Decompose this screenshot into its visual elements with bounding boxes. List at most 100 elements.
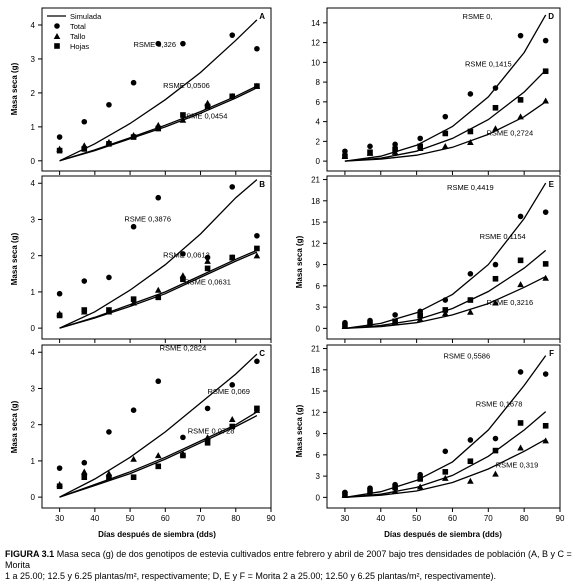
rsme-annotation: RSME 0,2724 bbox=[486, 128, 533, 137]
point-total bbox=[442, 297, 449, 303]
point-hojas bbox=[130, 474, 137, 481]
point-tallo bbox=[154, 286, 162, 293]
point-hojas bbox=[130, 296, 137, 302]
simulated-line-1 bbox=[344, 14, 547, 162]
y-tick-label: 0 bbox=[31, 157, 36, 166]
point-tallo bbox=[130, 299, 137, 306]
point-total bbox=[392, 312, 398, 318]
point-total bbox=[254, 45, 260, 52]
point-total bbox=[130, 79, 137, 86]
point-hojas bbox=[467, 128, 474, 135]
legend-marker-total bbox=[54, 23, 60, 29]
point-total bbox=[56, 290, 63, 297]
y-tick-label: 1 bbox=[31, 288, 36, 297]
simulated-line-2 bbox=[59, 85, 258, 162]
panel-letter: D bbox=[548, 12, 554, 21]
simulated-line-3 bbox=[344, 438, 547, 499]
point-hojas bbox=[467, 458, 474, 465]
x-tick-label: 80 bbox=[520, 514, 529, 523]
x-tick-label: 50 bbox=[412, 514, 421, 523]
point-tallo bbox=[416, 483, 424, 490]
plot-frame bbox=[41, 175, 272, 340]
point-tallo bbox=[253, 252, 261, 259]
point-total bbox=[417, 471, 424, 478]
simulated-line-2 bbox=[59, 249, 258, 329]
point-hojas bbox=[367, 149, 373, 156]
x-tick-label: 70 bbox=[484, 514, 493, 523]
legend-label-tallo: Tallo bbox=[70, 32, 85, 41]
point-total bbox=[229, 382, 236, 388]
y-tick-label: 21 bbox=[311, 176, 320, 185]
rsme-annotation: RSME 0,0728 bbox=[188, 427, 235, 436]
point-total bbox=[155, 40, 162, 47]
point-hojas bbox=[417, 143, 423, 150]
point-total bbox=[155, 194, 162, 201]
x-tick-label: 60 bbox=[161, 514, 170, 523]
y-tick-label: 12 bbox=[311, 408, 320, 417]
point-total bbox=[81, 118, 88, 125]
y-tick-label: 0 bbox=[316, 324, 321, 333]
point-total bbox=[155, 378, 162, 385]
simulated-line-1 bbox=[59, 179, 258, 329]
y-tick-label: 0 bbox=[31, 493, 36, 502]
point-total bbox=[417, 308, 424, 315]
plot-frame bbox=[41, 344, 272, 509]
point-hojas bbox=[342, 322, 348, 329]
y-tick-label: 3 bbox=[31, 55, 36, 64]
simulated-line-3 bbox=[59, 415, 258, 498]
y-tick-label: 6 bbox=[316, 98, 321, 107]
y-tick-label: 2 bbox=[316, 137, 321, 146]
point-total bbox=[106, 429, 112, 435]
y-tick-label: 10 bbox=[311, 58, 320, 67]
point-hojas bbox=[392, 146, 398, 153]
point-total bbox=[492, 261, 499, 268]
point-tallo bbox=[80, 468, 88, 475]
point-hojas bbox=[392, 484, 398, 491]
point-total bbox=[204, 254, 211, 261]
x-tick-label: 90 bbox=[556, 514, 565, 523]
x-tick-label: 80 bbox=[231, 514, 240, 523]
panel-D: D 0 2 4 6 8 10 12 14 RSME 0, RSME 0,1415 RSME 0,27… bbox=[311, 7, 561, 175]
point-total bbox=[467, 91, 474, 97]
y-tick-label: 0 bbox=[316, 157, 321, 166]
y-tick-label: 0 bbox=[316, 493, 321, 502]
y-tick-label: 1 bbox=[31, 123, 36, 132]
point-hojas bbox=[106, 307, 112, 313]
rsme-annotation: RSME 0,319 bbox=[496, 461, 539, 470]
point-hojas bbox=[229, 93, 236, 100]
point-total bbox=[517, 32, 524, 39]
simulated-line-2 bbox=[344, 249, 547, 330]
y-tick-label: 3 bbox=[31, 215, 36, 224]
point-tallo bbox=[179, 116, 187, 123]
point-tallo bbox=[517, 444, 524, 451]
x-tick-label: 50 bbox=[126, 514, 135, 523]
point-total bbox=[130, 223, 137, 230]
point-tallo bbox=[416, 315, 424, 322]
point-total bbox=[229, 184, 236, 190]
plot-frame bbox=[41, 7, 272, 172]
panel-F: F Masa seca (g) 0 3 6 9 12 15 18 21 30 40 50 60 70 80… bbox=[295, 344, 565, 523]
point-tallo bbox=[441, 310, 449, 317]
y-tick-label: 4 bbox=[31, 179, 36, 188]
simulated-line-3 bbox=[59, 87, 258, 162]
point-hojas bbox=[81, 307, 88, 313]
legend-marker-hojas bbox=[54, 43, 60, 49]
point-hojas bbox=[417, 312, 423, 319]
point-total bbox=[492, 435, 499, 442]
y-tick-label: 12 bbox=[311, 39, 320, 48]
point-hojas bbox=[467, 297, 474, 303]
point-hojas bbox=[155, 463, 162, 470]
point-hojas bbox=[342, 153, 348, 159]
point-tallo bbox=[542, 274, 549, 281]
point-hojas bbox=[180, 452, 186, 459]
point-tallo bbox=[467, 477, 474, 484]
x-tick-label: 40 bbox=[90, 514, 99, 523]
rsme-annotation: RSME 0,3216 bbox=[486, 298, 533, 307]
point-total bbox=[467, 271, 474, 277]
y-tick-label: 4 bbox=[316, 118, 321, 127]
point-total bbox=[542, 209, 549, 215]
panel-B: B Masa seca (g) 0 1 2 3 4 RSME 0,3876 RSME 0,0… bbox=[10, 175, 272, 343]
point-hojas bbox=[81, 146, 88, 152]
point-total bbox=[254, 232, 260, 239]
rsme-annotation: RSME 0,1154 bbox=[480, 232, 526, 241]
